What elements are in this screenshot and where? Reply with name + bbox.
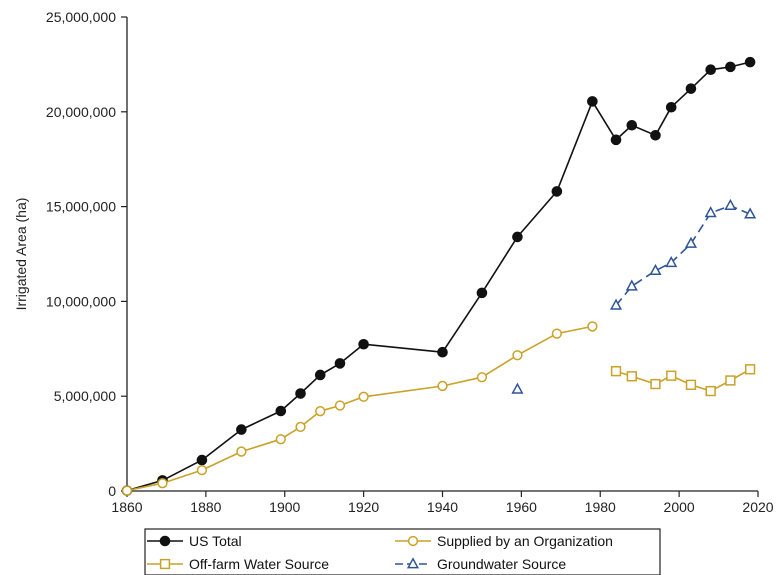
legend-item: Off-farm Water Source: [147, 556, 329, 572]
legend-item: US Total: [147, 533, 242, 549]
data-point: [685, 83, 697, 94]
data-point: [314, 369, 326, 381]
data-point: [437, 380, 448, 392]
data-point: [705, 64, 716, 76]
legend-label: US Total: [189, 533, 242, 549]
data-point: [476, 287, 488, 299]
legend-marker: [406, 557, 420, 569]
data-point: [626, 371, 637, 382]
data-point: [437, 346, 448, 358]
data-point: [236, 446, 247, 457]
data-point: [295, 388, 306, 399]
data-point: [725, 61, 736, 73]
x-tick-label: 1940: [427, 499, 458, 515]
data-point: [649, 263, 662, 276]
series-supplied-by-an-organization: [121, 321, 598, 496]
series-line: [615, 204, 751, 306]
data-point: [609, 298, 623, 310]
legend-label: Groundwater Source: [437, 556, 566, 572]
legend-marker: [159, 558, 171, 570]
data-point: [121, 485, 133, 496]
x-tick-label: 1900: [269, 499, 300, 515]
data-point: [512, 350, 523, 361]
data-point: [236, 424, 247, 435]
data-point: [744, 56, 756, 68]
data-point: [334, 400, 346, 411]
data-point: [358, 338, 369, 350]
data-point: [275, 405, 287, 417]
y-axis-title: Irrigated Area (ha): [13, 198, 29, 311]
y-tick-label: 25,000,000: [46, 9, 116, 25]
data-point: [315, 406, 326, 417]
data-point: [625, 279, 638, 291]
data-point: [587, 321, 598, 332]
x-tick-label: 1920: [348, 499, 379, 515]
data-point: [511, 382, 524, 394]
data-point: [610, 366, 622, 377]
data-point: [724, 198, 737, 211]
data-point: [476, 372, 488, 383]
x-tick-label: 2020: [742, 499, 773, 515]
data-point: [650, 130, 661, 141]
legend: US Total Supplied by an Organization Off-f…: [144, 528, 661, 575]
data-point: [157, 478, 168, 489]
data-point: [610, 134, 622, 146]
data-point: [587, 96, 598, 107]
legend-marker: [159, 535, 171, 547]
data-point: [684, 236, 698, 248]
y-tick-label: 0: [108, 483, 116, 499]
data-point: [685, 379, 697, 390]
x-tick-label: 2000: [664, 499, 695, 515]
data-point: [196, 464, 208, 476]
series-groundwater-source: [511, 198, 757, 394]
data-point: [626, 119, 638, 131]
y-tick-label: 5,000,000: [54, 388, 116, 404]
data-point: [275, 434, 286, 445]
y-tick-label: 10,000,000: [46, 293, 116, 309]
data-point: [512, 231, 523, 243]
data-point: [650, 378, 661, 390]
legend-label: Off-farm Water Source: [189, 556, 329, 572]
series-layer: [121, 56, 757, 496]
legend-marker: [407, 535, 419, 547]
legend-label: Supplied by an Organization: [437, 533, 613, 549]
x-tick-label: 1960: [506, 499, 537, 515]
series-us-total: [121, 56, 756, 496]
series-line: [126, 325, 593, 492]
x-tick-label: 1880: [190, 499, 221, 515]
data-point: [358, 391, 369, 402]
series-line: [126, 61, 751, 492]
data-point: [295, 421, 306, 433]
series-off-farm-water-source: [610, 364, 756, 397]
legend-item: Supplied by an Organization: [395, 533, 613, 549]
data-point: [551, 186, 563, 197]
data-point: [665, 255, 678, 268]
data-point: [725, 375, 736, 386]
data-point: [744, 364, 756, 375]
legend-box: [144, 528, 661, 575]
data-point: [666, 370, 677, 381]
axes: 1860 1880 1900 1920 1940 1960 1980 2000 2020 0 5,0…: [46, 9, 774, 515]
data-point: [334, 358, 346, 369]
y-tick-label: 20,000,000: [46, 104, 116, 120]
data-point: [705, 385, 716, 397]
data-point: [665, 101, 677, 113]
data-point: [744, 207, 757, 219]
x-tick-label: 1860: [111, 499, 142, 515]
legend-item: Groundwater Source: [395, 556, 566, 572]
y-tick-label: 15,000,000: [46, 199, 116, 215]
x-tick-label: 1980: [585, 499, 616, 515]
data-point: [704, 206, 717, 218]
data-point: [196, 454, 208, 466]
data-point: [551, 328, 563, 339]
